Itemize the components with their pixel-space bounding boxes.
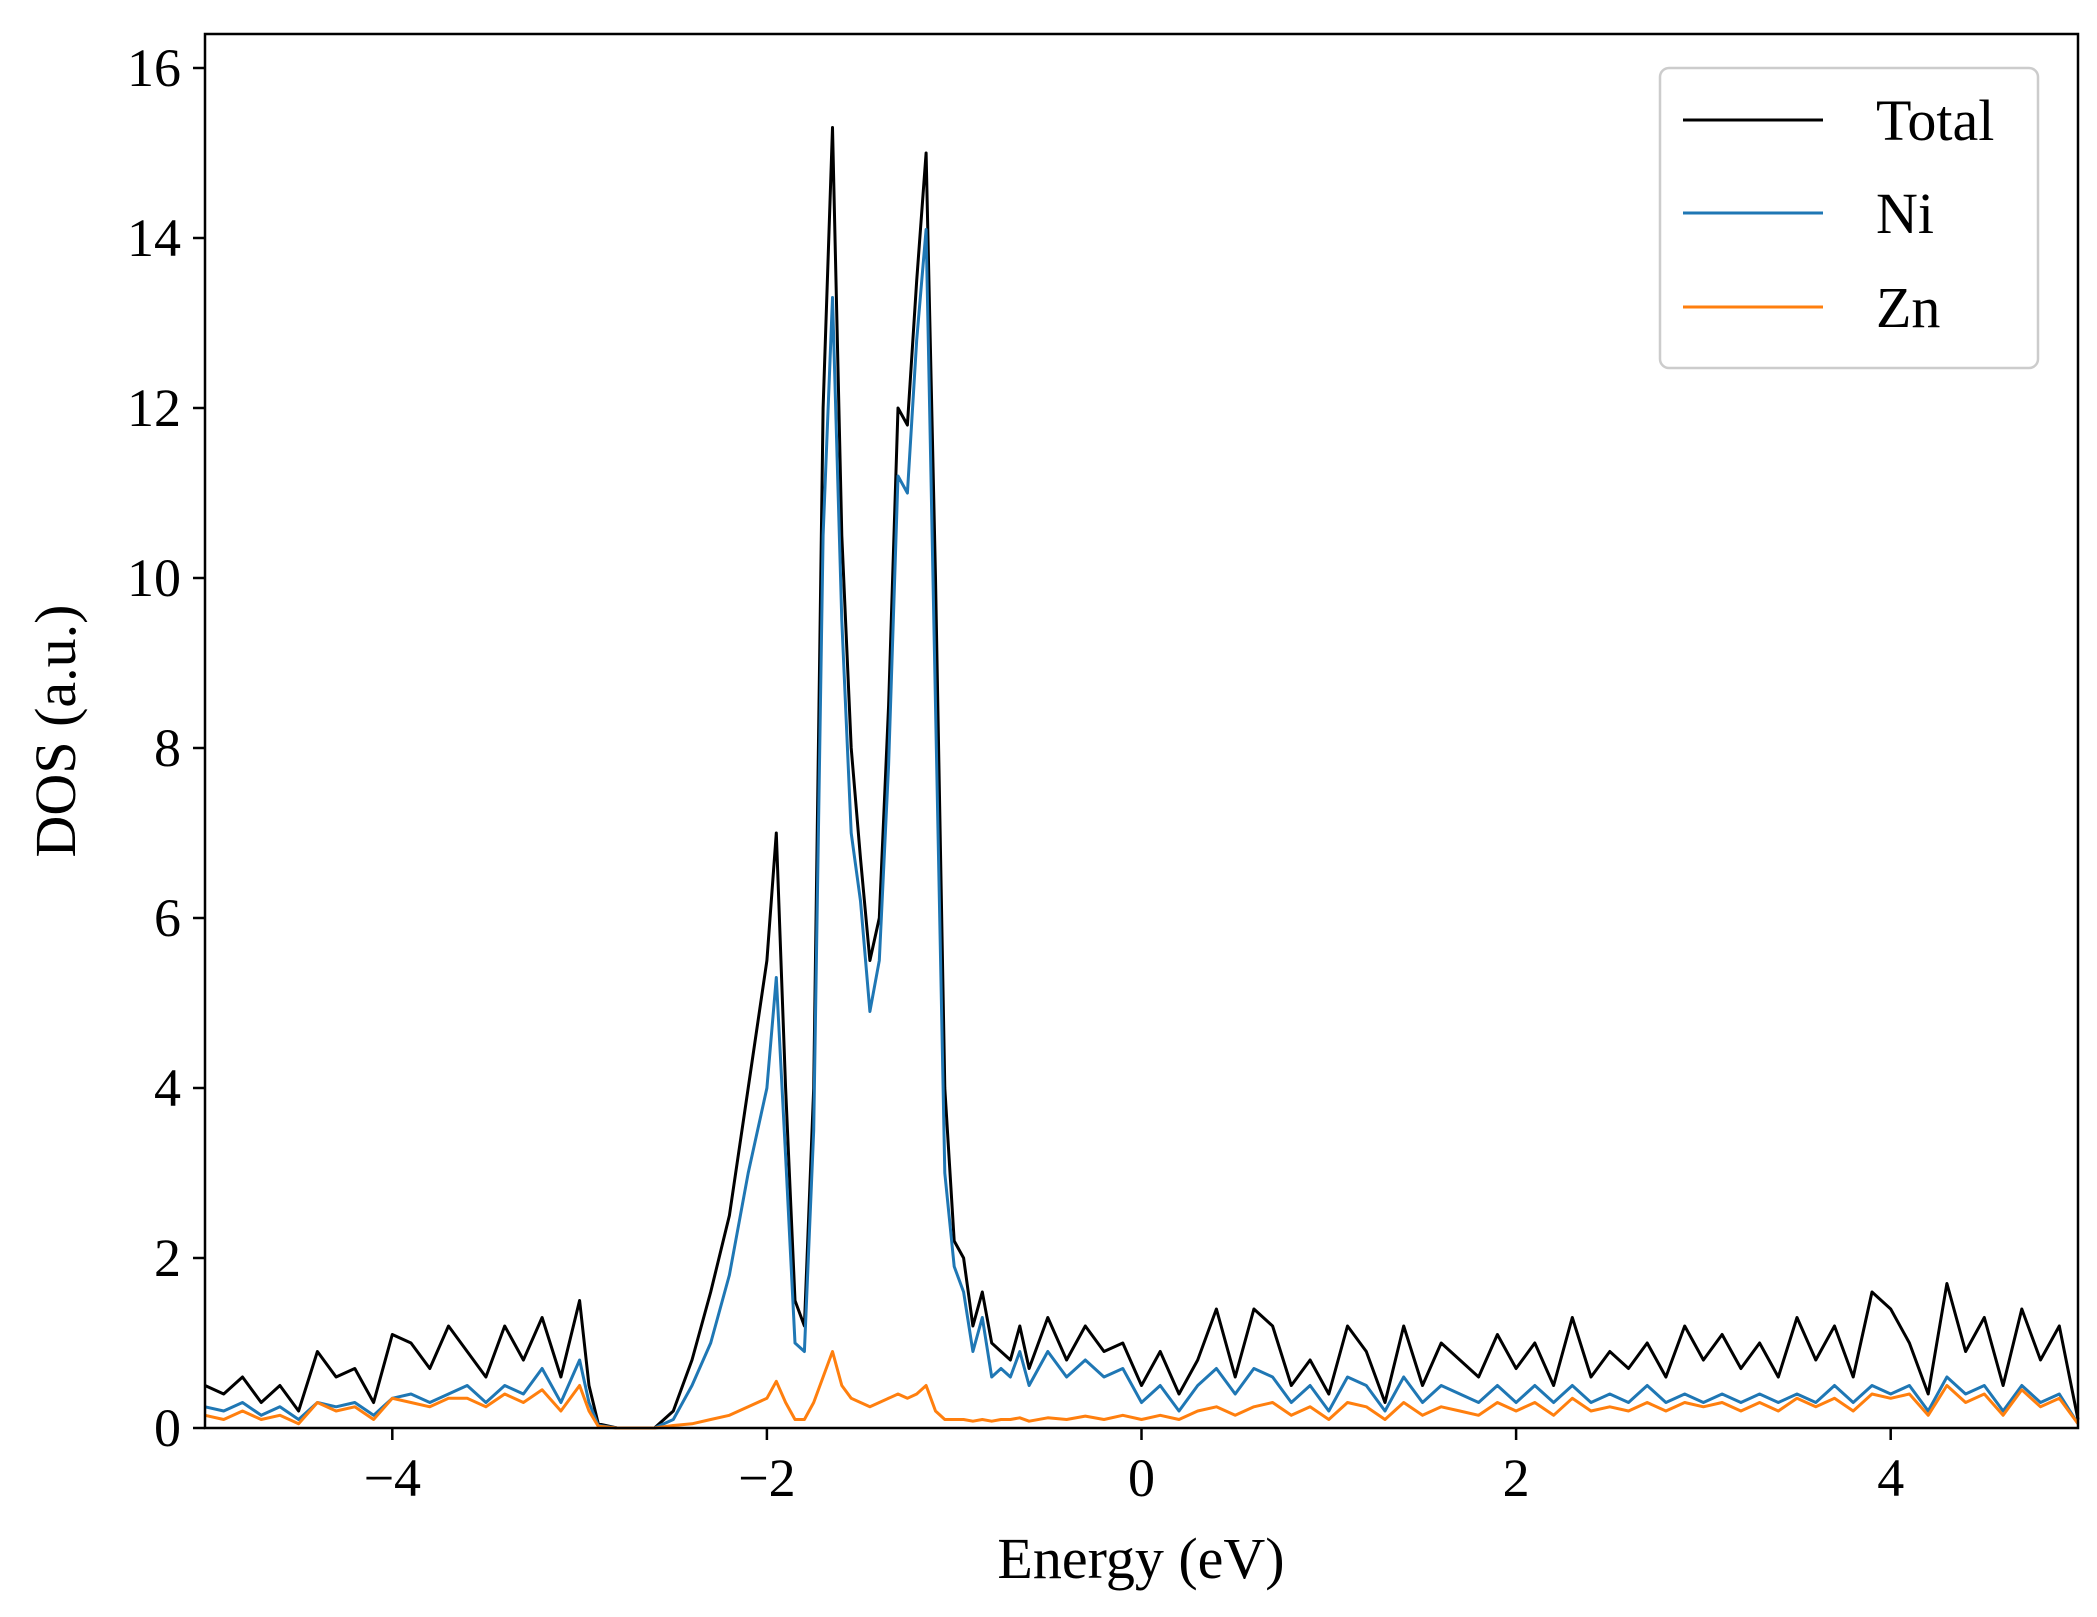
legend-label-ni: Ni: [1876, 181, 1934, 246]
y-tick-label: 6: [154, 888, 181, 948]
y-tick-label: 0: [154, 1398, 181, 1458]
y-tick-label: 16: [127, 38, 181, 98]
y-tick-label: 4: [154, 1058, 181, 1118]
legend-box: [1658, 66, 2040, 370]
y-axis-label: DOS (a.u.): [23, 605, 88, 858]
x-tick-label: 2: [1503, 1448, 1530, 1508]
legend-label-zn: Zn: [1876, 275, 1940, 340]
legend: Total Ni Zn: [1658, 66, 2040, 370]
series-line-total: [204, 126, 2080, 1430]
series-line-zn: [204, 1350, 2080, 1430]
x-tick-label: 4: [1877, 1448, 1904, 1508]
y-tick-label: 2: [154, 1228, 181, 1288]
legend-label-total: Total: [1876, 88, 1994, 153]
x-tick-label: −4: [364, 1448, 421, 1508]
series-layer: [204, 126, 2080, 1430]
x-tick-label: 0: [1128, 1448, 1155, 1508]
x-tick-label: −2: [738, 1448, 795, 1508]
y-tick-label: 10: [127, 548, 181, 608]
series-line-ni: [204, 228, 2080, 1430]
x-axis-label: Energy (eV): [997, 1526, 1284, 1591]
y-tick-label: 12: [127, 378, 181, 438]
ticks-layer: −4 −2 0 2 4 0 2 4 6 8 10 12 14 16: [127, 38, 1904, 1508]
y-tick-label: 14: [127, 208, 181, 268]
y-tick-label: 8: [154, 718, 181, 778]
